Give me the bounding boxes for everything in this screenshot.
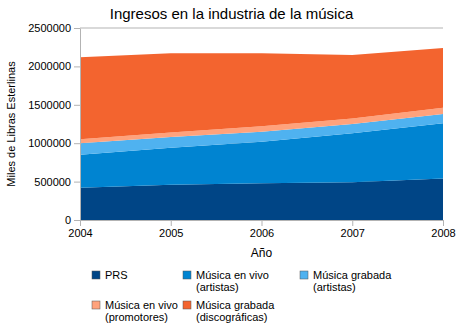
x-axis-title: Año [251,246,273,260]
chart: Ingresos en la industria de la música 0 50… [0,0,463,329]
tick-mark [262,220,263,226]
legend-label: Música grabada(artistas) [313,269,392,293]
tick-mark [171,220,172,226]
tick: 0 [65,214,80,226]
tick-label: 2006 [250,227,274,239]
tick-label: 2000000 [28,60,71,72]
legend-swatch [183,301,191,309]
tick: 2500000 [28,22,80,34]
tick: 2005 [159,220,183,239]
tick-mark [443,220,444,226]
legend-label: Música en vivo(promotores) [105,299,178,323]
legend-label: Música en vivo(artistas) [196,269,269,293]
tick: 2004 [68,220,92,239]
axis-line [80,29,81,221]
title: Ingresos en la industria de la música [110,5,354,22]
tick: 1000000 [28,137,80,149]
tick-label: 2004 [68,227,92,239]
tick-label: 0 [65,214,71,226]
tick: 500000 [34,176,80,188]
legend-swatch [183,271,191,279]
area [80,48,443,139]
tick-mark [74,182,80,183]
tick-mark [80,220,81,226]
tick-label: 2008 [431,227,455,239]
tick-mark [74,220,80,221]
tick-label: 1000000 [28,137,71,149]
legend-swatch [92,271,100,279]
y-axis-title: Miles de Libras Esterlinas [5,61,17,187]
tick-label: 500000 [34,176,71,188]
tick-mark [74,66,80,67]
tick-label: 2005 [159,227,183,239]
legend-swatch [92,301,100,309]
grid-line [80,28,443,29]
tick-label: 2500000 [28,22,71,34]
plot-area [80,48,443,220]
tick-mark [352,220,353,226]
tick-label: 2007 [341,227,365,239]
tick-mark [74,28,80,29]
tick: 1500000 [28,99,80,111]
tick: 2007 [341,220,365,239]
legend-swatch [300,271,308,279]
tick: 2006 [250,220,274,239]
tick: 2000000 [28,60,80,72]
legend-label: PRS [105,269,128,281]
y-axis: 0 500000 1000000 1500000 2000000 2500000 [28,22,80,226]
tick: 2008 [431,220,455,239]
tick-mark [74,143,80,144]
tick-label: 1500000 [28,99,71,111]
tick-mark [74,105,80,106]
legend: PRS Música en vivo(artistas) Música grabad… [92,269,392,323]
x-axis: 2004 2005 2006 2007 2008 [68,220,455,239]
grid [80,28,443,220]
legend-label: Música grabada(discográficas) [196,299,275,323]
